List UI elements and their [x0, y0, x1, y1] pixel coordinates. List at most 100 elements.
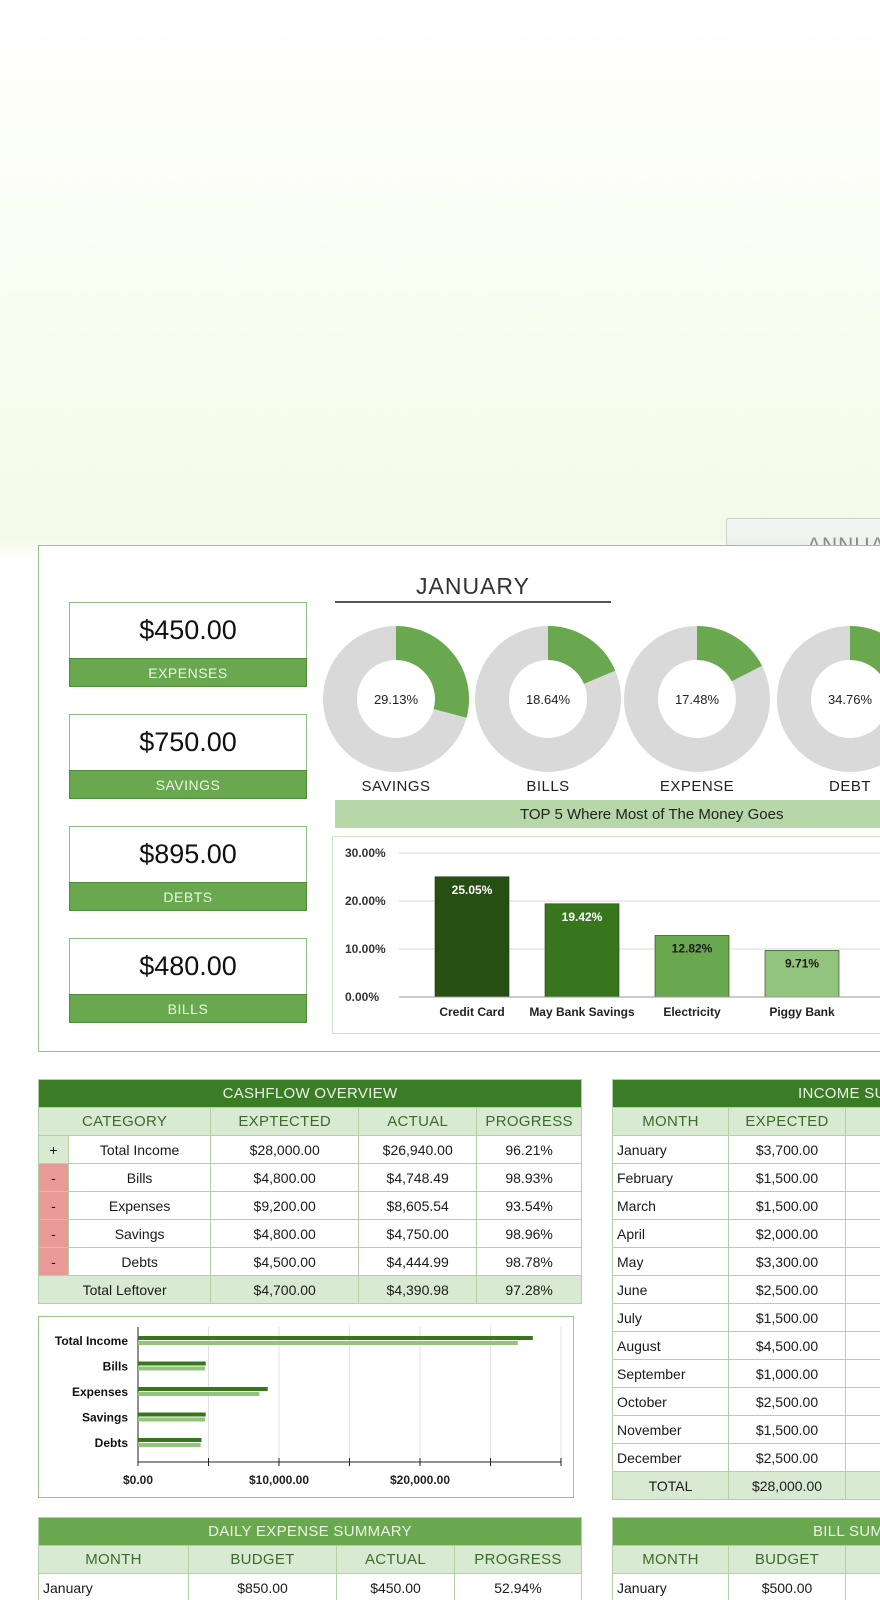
cell-expected: $2,500.00: [728, 1443, 846, 1472]
table-row: - Savings $4,800.00 $4,750.00 98.96%: [38, 1219, 582, 1248]
x-tick-label: Credit Card: [439, 1005, 504, 1019]
x-tick-label: Piggy Bank: [769, 1005, 835, 1019]
cell-actual: $4,750.00: [358, 1219, 478, 1248]
x-tick-label: May Bank Savings: [529, 1005, 635, 1019]
bar: [138, 1417, 205, 1422]
cell-progress: 98.96%: [476, 1219, 582, 1248]
sign-minus: -: [38, 1219, 69, 1248]
cell-budget: $500.00: [728, 1573, 846, 1600]
cell-progress: 96.21%: [476, 1135, 582, 1164]
x-tick-label: $20,000.00: [390, 1473, 450, 1487]
kpi-bills-label: BILLS: [69, 994, 307, 1023]
cell-expected: $3,300.00: [728, 1247, 846, 1276]
col-more: [845, 1545, 880, 1574]
donut-value-label: 17.48%: [675, 692, 720, 707]
table-row: November $1,500.00: [612, 1415, 880, 1444]
cell-month: April: [612, 1219, 729, 1248]
donut-debt: 34.76%: [777, 626, 880, 772]
col-category: CATEGORY: [37, 1107, 212, 1136]
cell-month: September: [612, 1359, 729, 1388]
donut-debt-label: DEBT: [828, 778, 871, 795]
table-row: - Debts $4,500.00 $4,444.99 98.78%: [38, 1247, 582, 1276]
y-tick-label: 0.00%: [345, 990, 379, 1004]
kpi-expenses-label: EXPENSES: [69, 658, 307, 687]
cell-actual: $4,748.49: [358, 1163, 478, 1192]
x-tick-label: Electricity: [663, 1005, 721, 1019]
table-row: - Bills $4,800.00 $4,748.49 98.93%: [38, 1163, 582, 1192]
cell-month: October: [612, 1387, 729, 1416]
kpi-expenses: $450.00 EXPENSES: [69, 602, 307, 687]
cell-actual: $8,605.54: [358, 1191, 478, 1220]
bar: [138, 1361, 206, 1366]
sign-minus: -: [38, 1191, 69, 1220]
col-actual: ACTUAL: [358, 1107, 478, 1136]
cell-month: January: [612, 1573, 729, 1600]
total-row: Total Leftover $4,700.00 $4,390.98 97.28…: [37, 1275, 582, 1304]
bar: [138, 1387, 268, 1391]
col-more: [845, 1107, 880, 1136]
table-row: August $4,500.00: [612, 1331, 880, 1360]
cell-progress: 98.78%: [476, 1247, 582, 1276]
donut-expense: 17.48%: [624, 626, 770, 772]
kpi-bills-amount: $480.00: [69, 938, 307, 994]
cell-total-actual: $4,390.98: [358, 1275, 478, 1304]
bar: [764, 950, 840, 998]
bar: [138, 1443, 201, 1447]
cell-empty: [845, 1415, 880, 1444]
cell-month: February: [612, 1163, 729, 1192]
table-row: + Total Income $28,000.00 $26,940.00 96.…: [38, 1135, 582, 1164]
table-row: January $850.00 $450.00 52.94%: [38, 1573, 582, 1600]
cell-empty: [845, 1471, 880, 1500]
cell-empty: [845, 1303, 880, 1332]
cell-expected: $1,000.00: [728, 1359, 846, 1388]
col-budget: BUDGET: [188, 1545, 337, 1574]
bill-summary-table: BILL SUM MONTH BUDGET January $500.00: [612, 1517, 880, 1600]
y-tick-label: 20.00%: [345, 894, 386, 908]
bar: [138, 1438, 202, 1442]
donut-expense-label: EXPENSE: [659, 778, 735, 795]
cell-total-label: Total Leftover: [37, 1275, 212, 1304]
monthly-dashboard: $450.00 EXPENSES $750.00 SAVINGS $895.00…: [38, 545, 880, 1052]
cell-empty: [845, 1359, 880, 1388]
cell-category: Savings: [67, 1219, 212, 1248]
donut-segment: [849, 626, 880, 675]
sign-minus: -: [38, 1247, 69, 1276]
cell-expected: $1,500.00: [728, 1163, 846, 1192]
col-actual: ACTUAL: [336, 1545, 455, 1574]
kpi-expenses-amount: $450.00: [69, 602, 307, 658]
cell-month: May: [612, 1247, 729, 1276]
cell-total-progress: 97.28%: [476, 1275, 582, 1304]
cell-expected: $9,200.00: [210, 1191, 360, 1220]
donut-savings: 29.13%: [323, 626, 469, 772]
cell-expected: $4,500.00: [210, 1247, 360, 1276]
cashflow-title: CASHFLOW OVERVIEW: [38, 1079, 582, 1108]
table-row: March $1,500.00: [612, 1191, 880, 1220]
table-row: July $1,500.00: [612, 1303, 880, 1332]
y-tick-label: Total Income: [55, 1334, 128, 1348]
cell-empty: [845, 1219, 880, 1248]
y-tick-label: Bills: [103, 1360, 129, 1374]
donut-bills-label: BILLS: [526, 778, 570, 795]
bar: [434, 876, 510, 998]
col-month: MONTH: [38, 1545, 189, 1574]
kpi-savings: $750.00 SAVINGS: [69, 714, 307, 799]
y-tick-label: 10.00%: [345, 942, 386, 956]
top5-chart-frame: 0.00% 10.00% 20.00% 30.00% 25.05% Credit Card…: [332, 836, 880, 1034]
cell-expected: $4,500.00: [728, 1331, 846, 1360]
donut-value-label: 29.13%: [374, 692, 419, 707]
cell-total-label: TOTAL: [612, 1471, 729, 1500]
cashflow-chart-frame: $0.00 $10,000.00 $20,000.00 Total Income Bil…: [38, 1316, 574, 1498]
month-title: JANUARY: [335, 573, 611, 603]
kpi-debts: $895.00 DEBTS: [69, 826, 307, 911]
cashflow-table: CASHFLOW OVERVIEW CATEGORY EXPTECTED ACT…: [37, 1079, 582, 1304]
bar-value-label: 19.42%: [562, 910, 603, 924]
bar: [138, 1412, 206, 1417]
col-month: MONTH: [612, 1107, 729, 1136]
bar-value-label: 9.71%: [785, 956, 819, 970]
cell-actual: $450.00: [336, 1573, 455, 1600]
cell-actual: $26,940.00: [358, 1135, 478, 1164]
bar: [138, 1392, 260, 1396]
income-title: INCOME SU: [612, 1079, 880, 1108]
cell-month: November: [612, 1415, 729, 1444]
cell-expected: $2,000.00: [728, 1219, 846, 1248]
